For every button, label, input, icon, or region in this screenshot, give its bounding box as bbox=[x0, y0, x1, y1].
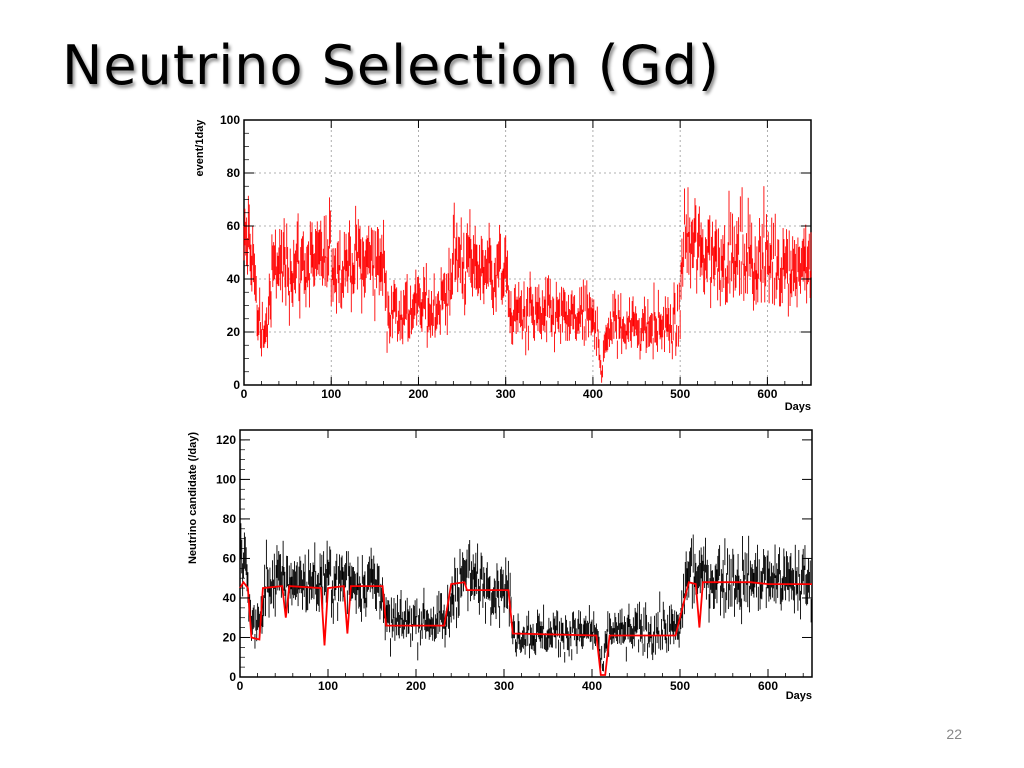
x-tick-label: 100 bbox=[318, 679, 338, 693]
y-tick-label: 60 bbox=[223, 551, 237, 565]
x-tick-label: 600 bbox=[757, 387, 777, 401]
x-tick-label: 0 bbox=[237, 679, 244, 693]
x-tick-label: 200 bbox=[408, 387, 428, 401]
axes-ticks: 0 100 200 300 400 500 600 0 20 40 60 80 100 120 bbox=[216, 429, 812, 693]
y-axis-title: event/1day bbox=[194, 119, 206, 177]
prediction-line-group bbox=[239, 580, 812, 676]
x-tick-label: 500 bbox=[670, 387, 690, 401]
y-tick-label: 80 bbox=[227, 166, 241, 180]
prediction-line bbox=[239, 580, 812, 676]
axes-ticks: 0 100 200 300 400 500 600 0 20 40 60 80 100 bbox=[220, 113, 811, 401]
y-tick-label: 100 bbox=[220, 113, 240, 127]
x-tick-label: 400 bbox=[582, 679, 602, 693]
y-tick-label: 60 bbox=[227, 219, 241, 233]
y-tick-label: 20 bbox=[227, 325, 241, 339]
page-number: 22 bbox=[946, 726, 962, 742]
y-axis-title: Neutrino candidate (/day) bbox=[187, 432, 199, 564]
x-tick-label: 600 bbox=[758, 679, 778, 693]
x-tick-label: 200 bbox=[406, 679, 426, 693]
y-tick-label: 40 bbox=[223, 591, 237, 605]
x-axis-title: Days bbox=[785, 401, 811, 413]
x-tick-label: 500 bbox=[670, 679, 690, 693]
data-marks bbox=[243, 186, 812, 383]
y-tick-label: 100 bbox=[216, 472, 236, 486]
y-tick-label: 120 bbox=[216, 433, 236, 447]
x-tick-label: 0 bbox=[241, 387, 248, 401]
grid-lines bbox=[244, 120, 811, 385]
x-tick-label: 300 bbox=[494, 679, 514, 693]
x-tick-label: 100 bbox=[321, 387, 341, 401]
x-axis-title: Days bbox=[786, 690, 812, 702]
slide-title: Neutrino Selection (Gd) bbox=[62, 34, 720, 97]
x-tick-label: 300 bbox=[496, 387, 516, 401]
data-marks bbox=[239, 523, 813, 672]
y-tick-label: 20 bbox=[223, 630, 237, 644]
y-tick-label: 0 bbox=[229, 670, 236, 684]
y-tick-label: 40 bbox=[227, 272, 241, 286]
y-tick-label: 0 bbox=[233, 378, 240, 392]
x-tick-label: 400 bbox=[583, 387, 603, 401]
y-tick-label: 80 bbox=[223, 512, 237, 526]
